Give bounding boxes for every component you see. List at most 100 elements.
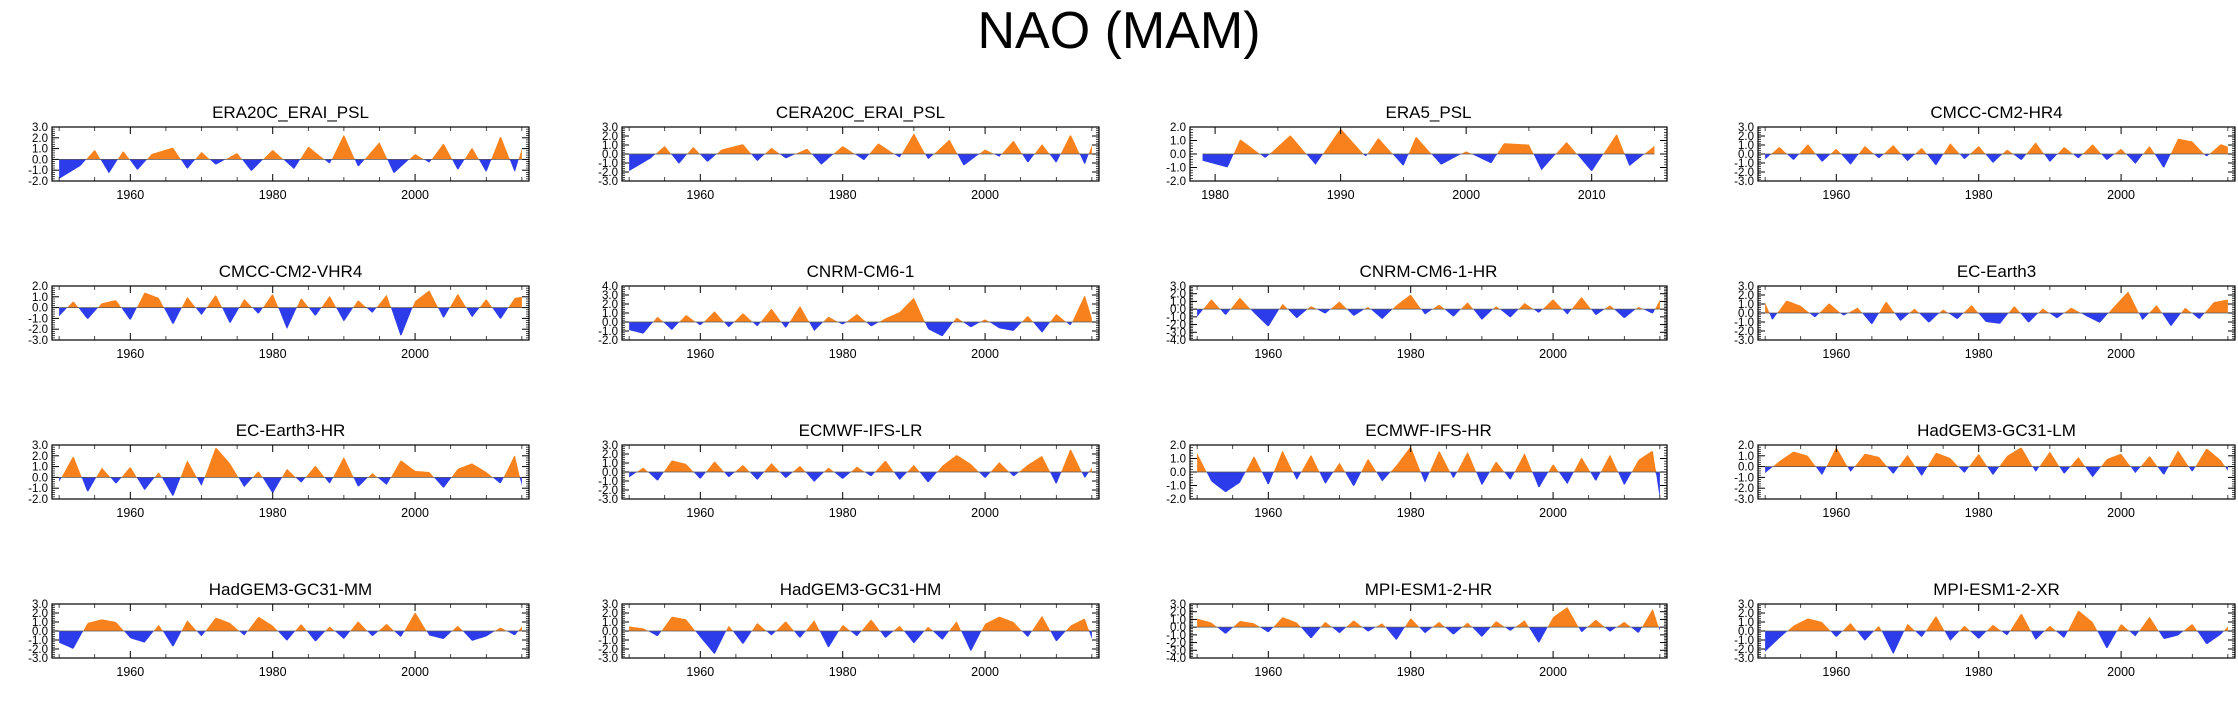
panel-5: CMCC-CM2-VHR4 2.01.00.0-1.0-2.0-3.0 1960 19… [28,262,530,361]
y-tick-label: -1.0 [1166,312,1186,324]
panel-title: CMCC-CM2-HR4 [1930,103,2062,122]
y-tick-label: -3.0 [1166,645,1186,657]
y-tick-label: 0.0 [32,303,48,315]
y-tick-label: 3.0 [1170,281,1186,293]
x-tick-label: 1960 [1254,665,1282,679]
x-tick-label: 1980 [1965,188,1993,202]
y-tick-label: -1.0 [598,476,618,488]
x-tick-label: 2000 [1539,347,1567,361]
y-tick-label: -2.0 [598,644,618,656]
x-tick-label: 2000 [401,506,429,520]
y-tick-label: 2.0 [602,449,618,461]
negative-area [59,631,522,649]
y-tick-label: 0.0 [602,626,618,638]
y-tick-label: 2.0 [32,133,48,145]
negative-area [1197,472,1660,499]
y-tick-label: 1.0 [1738,451,1754,463]
x-tick-label: 2000 [401,347,429,361]
panel-title: EC-Earth3 [1957,262,2036,281]
negative-area [629,322,1092,337]
positive-area [59,447,522,478]
x-tick-label: 1960 [686,347,714,361]
x-tick-label: 1960 [1822,665,1850,679]
panel-2: CERA20C_ERAI_PSL 3.02.01.00.0-1.0-2.0-3.0… [598,103,1100,202]
positive-area [629,615,1092,631]
y-tick-label: -1.0 [1166,163,1186,175]
y-tick-label: 0.0 [1170,304,1186,316]
panel-title: MPI-ESM1-2-HR [1365,580,1493,599]
y-tick-label: 0.0 [32,472,48,484]
y-tick-label: 1.0 [1738,617,1754,629]
x-tick-label: 1980 [1397,665,1425,679]
panel-title: CNRM-CM6-1-HR [1360,262,1498,281]
y-tick-label: -2.0 [1166,494,1186,506]
plot-frame [51,444,530,500]
y-tick-label: -4.0 [1166,653,1186,665]
y-tick-label: 3.0 [1738,281,1754,293]
y-tick-label: 0.0 [1738,308,1754,320]
panel-3: ERA5_PSL 2.0 1.00.0 -1.0-2.0 1980 1990 2000 201… [1166,103,1668,202]
x-tick-label: 1980 [1397,506,1425,520]
x-tick-label: 1980 [1965,506,1993,520]
negative-area [59,159,522,179]
y-tick-label: 0.0 [1738,149,1754,161]
x-tick-label: 1980 [829,506,857,520]
panel-16: MPI-ESM1-2-XR 3.02.01.00.0-1.0-2.0-3.0 196… [1734,580,2236,679]
panel-title: HadGEM3-GC31-HM [780,580,942,599]
y-tick-label: 2.0 [32,451,48,463]
panel-title: HadGEM3-GC31-LM [1917,421,2076,440]
y-tick-label: -2.0 [598,335,618,347]
positive-area [1202,128,1655,154]
panel-11: ECMWF-IFS-HR 2.0 1.00.0 -1.0-2.0 1960 1980 200… [1166,421,1668,520]
x-tick-label: 2000 [971,506,999,520]
panel-title: CNRM-CM6-1 [807,262,915,281]
y-tick-label: 3.0 [602,122,618,134]
y-tick-label: 1.0 [602,308,618,320]
y-tick-label: -2.0 [28,644,48,656]
panel-8: EC-Earth3 3.02.01.00.0-1.0-2.0-3.0 1960 198… [1734,262,2236,361]
panel-9: EC-Earth3-HR 3.02.01.00.0-1.0-2.0 1960 1980… [28,421,530,520]
plot-frame [1757,444,2236,500]
y-tick-label: 2.0 [1170,440,1186,452]
y-tick-label: 2.0 [32,608,48,620]
y-tick-label: -1.0 [28,313,48,325]
panel-title: HadGEM3-GC31-MM [209,580,372,599]
y-tick-label: -3.0 [1734,653,1754,665]
x-tick-label: 2000 [971,188,999,202]
y-tick-label: 1.0 [602,140,618,152]
y-tick-label: 3.0 [602,290,618,302]
y-tick-label: -3.0 [598,176,618,188]
y-tick-label: 1.0 [1738,140,1754,152]
y-tick-label: -2.0 [1734,326,1754,338]
panel-title: ERA5_PSL [1386,103,1472,122]
negative-area [1765,313,2228,327]
x-tick-label: 1960 [686,188,714,202]
panel-title: ERA20C_ERAI_PSL [212,103,369,122]
y-tick-label: -2.0 [1734,483,1754,495]
y-tick-label: -2.0 [1166,638,1186,650]
x-tick-label: 2000 [971,347,999,361]
x-tick-label: 2000 [2107,347,2135,361]
y-tick-label: -2.0 [1166,176,1186,188]
y-tick-label: 3.0 [602,440,618,452]
y-tick-label: -3.0 [598,494,618,506]
positive-area [1765,610,2228,631]
x-tick-label: 1980 [259,506,287,520]
panel-14: HadGEM3-GC31-HM 3.02.01.00.0-1.0-2.0-3.0 1… [598,580,1100,679]
x-tick-label: 2000 [2107,665,2135,679]
y-tick-label: 2.0 [1170,122,1186,134]
y-tick-label: 2.0 [1738,440,1754,452]
panel-title: CMCC-CM2-VHR4 [219,262,363,281]
negative-area [1765,466,2228,478]
y-tick-label: 2.0 [1170,607,1186,619]
y-tick-label: 0.0 [1738,626,1754,638]
panel-title: CERA20C_ERAI_PSL [776,103,945,122]
y-tick-label: -2.0 [1734,644,1754,656]
y-tick-label: 2.0 [1170,289,1186,301]
positive-area [1197,295,1660,310]
y-tick-label: 3.0 [32,440,48,452]
y-tick-label: -2.0 [28,324,48,336]
y-tick-label: -1.0 [1734,635,1754,647]
y-tick-label: -4.0 [1166,335,1186,347]
